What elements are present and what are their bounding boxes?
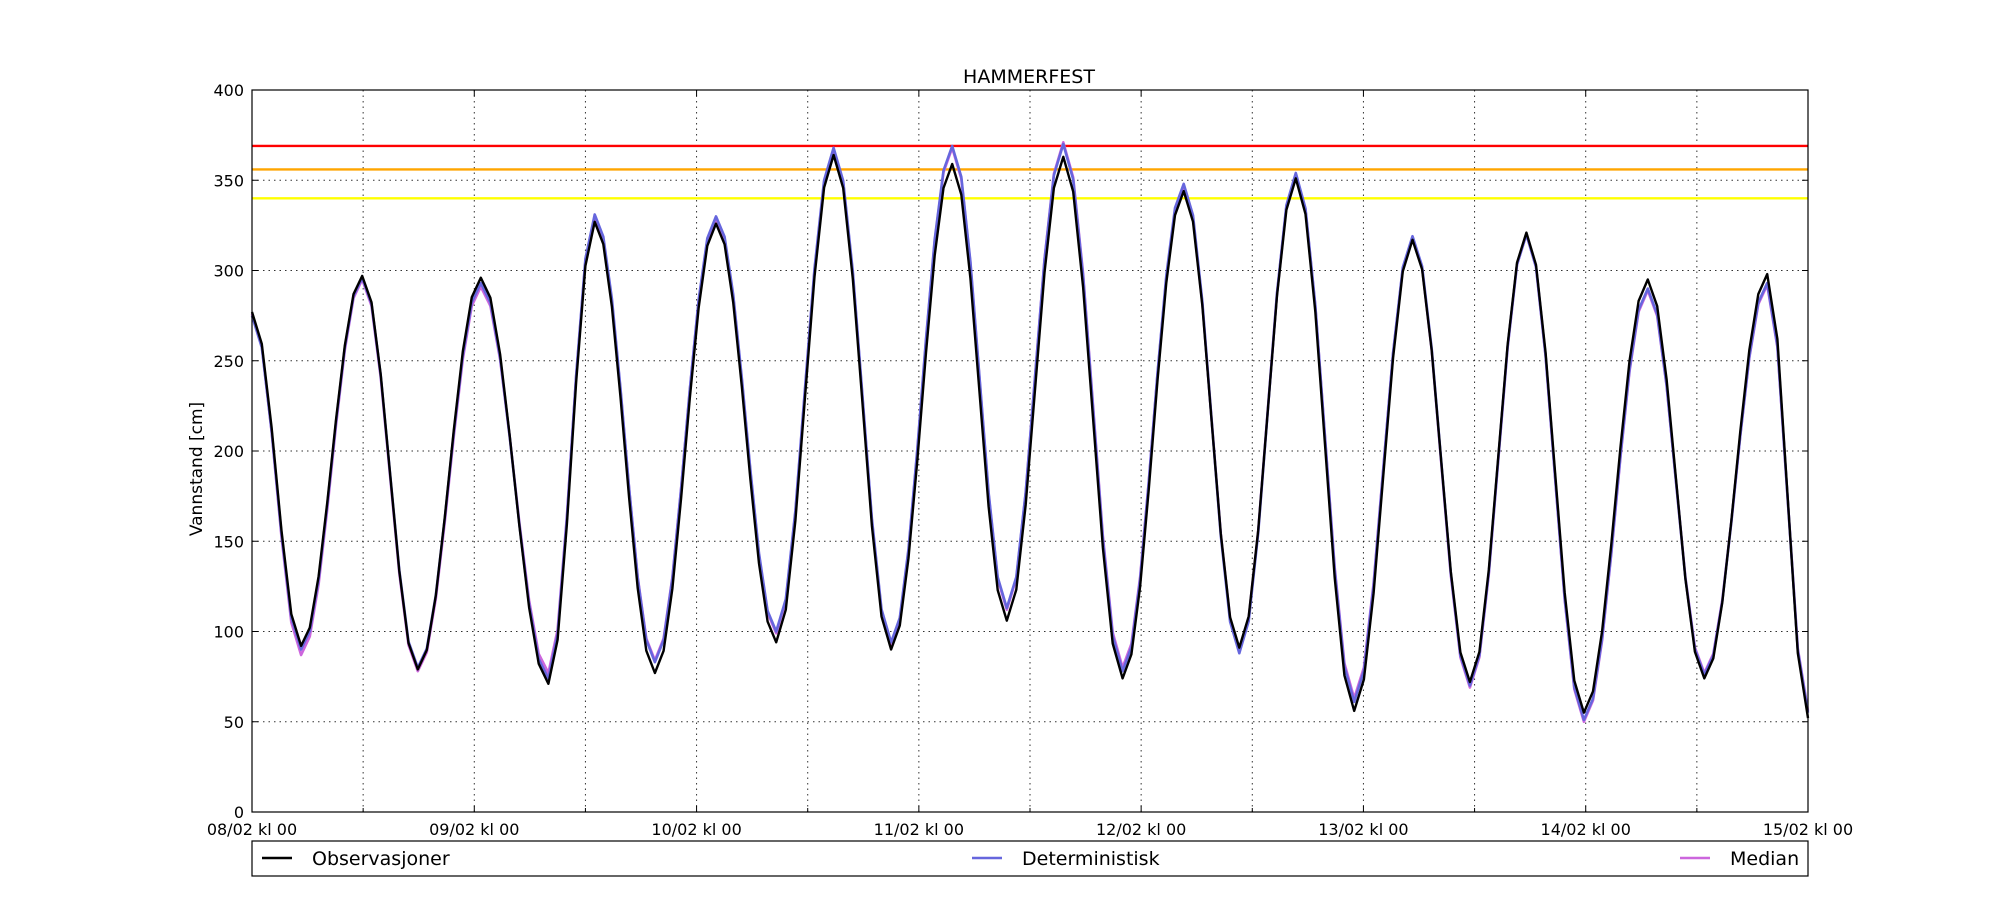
- y-tick-label: 300: [213, 262, 244, 281]
- y-tick-label: 200: [213, 442, 244, 461]
- x-tick-label: 12/02 kl 00: [1096, 820, 1186, 839]
- legend-label-observasjoner: Observasjoner: [312, 848, 450, 870]
- y-axis-label: Vannstand [cm]: [187, 402, 207, 536]
- x-tick-label: 14/02 kl 00: [1541, 820, 1631, 839]
- y-tick-label: 400: [213, 81, 244, 100]
- legend-label-deterministisk: Deterministisk: [1022, 848, 1160, 870]
- y-tick-label: 150: [213, 532, 244, 551]
- y-tick-label: 0: [234, 803, 244, 822]
- ticks: 0 50 100 150 200 250 300 350 400 08/02 kl 00 09/02…: [207, 81, 1853, 839]
- legend-box: [251, 840, 1809, 877]
- series-line-deterministisk: [250, 142, 1810, 722]
- x-tick-label: 10/02 kl 00: [651, 820, 741, 839]
- y-tick-label: 350: [213, 171, 244, 190]
- x-tick-label: 11/02 kl 00: [874, 820, 964, 839]
- threshold-lines: [252, 144, 1808, 200]
- x-tick-label: 09/02 kl 00: [429, 820, 519, 839]
- chart-title: HAMMERFEST: [963, 66, 1095, 88]
- y-tick-label: 100: [213, 623, 244, 642]
- y-tick-label: 50: [224, 713, 244, 732]
- x-tick-label: 15/02 kl 00: [1763, 820, 1853, 839]
- legend: Observasjoner Deterministisk Median: [251, 840, 1809, 877]
- series-lines: [250, 141, 1810, 724]
- y-tick-label: 250: [213, 352, 244, 371]
- legend-label-median: Median: [1730, 848, 1799, 870]
- x-tick-label: 08/02 kl 00: [207, 820, 297, 839]
- x-tick-label: 13/02 kl 00: [1318, 820, 1408, 839]
- series-line-observasjoner: [250, 153, 1810, 719]
